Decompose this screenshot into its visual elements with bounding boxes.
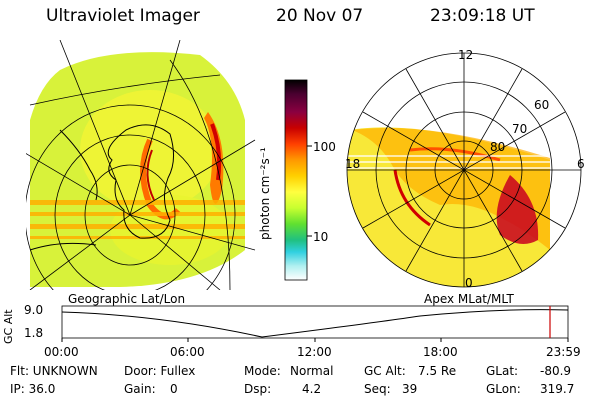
- glat-value: -80.9: [540, 364, 572, 378]
- glon-value: 319.7: [540, 382, 575, 396]
- xtick-0000: 00:00: [44, 345, 79, 359]
- apex-polar-map: [346, 52, 582, 288]
- lat-label-70: 70: [512, 122, 528, 136]
- altitude-plot: [61, 305, 569, 342]
- gain-value: 0: [170, 382, 178, 396]
- mlt-label-18: 18: [345, 157, 361, 171]
- mode-value: Normal: [290, 364, 334, 378]
- instrument-title: Ultraviolet Imager: [46, 6, 200, 26]
- altitude-ylabel: GC Alt: [2, 309, 15, 344]
- observation-time: 23:09:18 UT: [430, 6, 535, 26]
- seq-value: 39: [402, 382, 418, 396]
- gcalt-label: GC Alt:: [364, 364, 406, 378]
- flight-info: Flt: UNKNOWN: [10, 364, 98, 378]
- dsp-value: 4.2: [302, 382, 322, 396]
- altitude-ytick-low: 1.8: [24, 326, 44, 340]
- altitude-ytick-high: 9.0: [24, 303, 44, 317]
- gcalt-value: 7.5 Re: [418, 364, 457, 378]
- mode-label: Mode:: [244, 364, 281, 378]
- door-info: Door: Fullex: [124, 364, 196, 378]
- lat-label-80: 80: [490, 140, 506, 154]
- gain-label: Gain:: [124, 382, 156, 396]
- colorbar: [284, 79, 312, 281]
- colorbar-tick-100: 100: [313, 140, 336, 154]
- xtick-2359: 23:59: [546, 345, 581, 359]
- geographic-map: [26, 40, 256, 290]
- seq-label: Seq:: [364, 382, 391, 396]
- dsp-label: Dsp:: [244, 382, 272, 396]
- mlt-label-6: 6: [577, 157, 585, 171]
- xtick-0600: 06:00: [170, 345, 205, 359]
- right-panel-label: Apex MLat/MLT: [424, 292, 514, 306]
- left-panel-label: Geographic Lat/Lon: [68, 292, 186, 306]
- colorbar-tick-10: 10: [313, 230, 329, 244]
- lat-label-60: 60: [534, 98, 550, 112]
- observation-date: 20 Nov 07: [276, 6, 364, 26]
- glat-label: GLat:: [486, 364, 519, 378]
- mlt-label-12: 12: [458, 48, 474, 62]
- colorbar-unit-label: photon cm⁻²s⁻¹: [258, 147, 272, 240]
- ip-info: IP: 36.0: [10, 382, 56, 396]
- mlt-label-0: 0: [465, 276, 473, 290]
- glon-label: GLon:: [486, 382, 521, 396]
- xtick-1800: 18:00: [423, 345, 458, 359]
- xtick-1200: 12:00: [297, 345, 332, 359]
